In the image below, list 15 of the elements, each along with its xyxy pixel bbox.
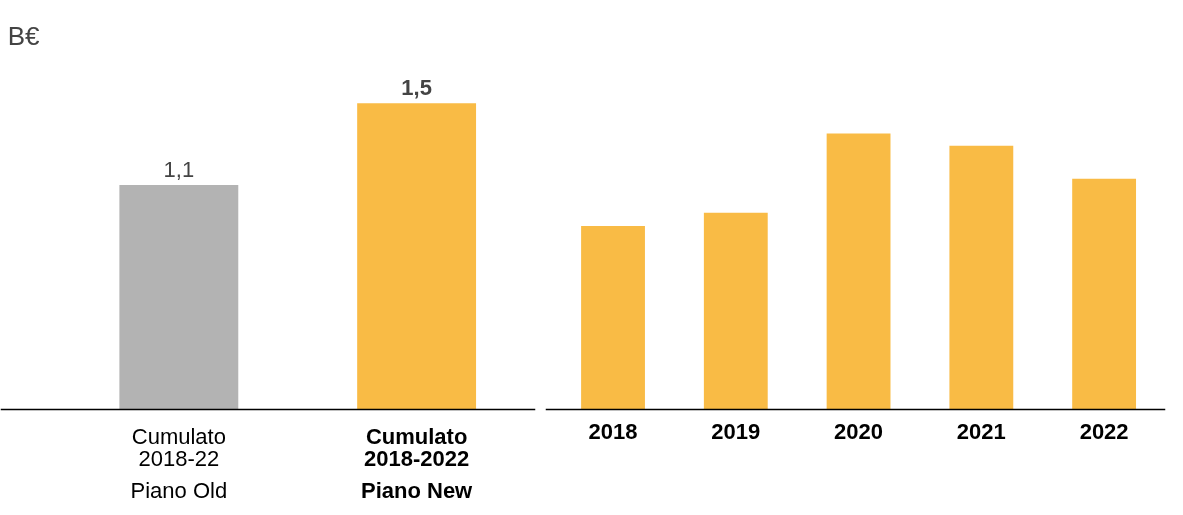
bar (703, 212, 768, 410)
x-tick-label: 2021 (956, 418, 1006, 444)
bar (826, 133, 891, 410)
x-tick-label: 2019 (711, 418, 761, 444)
y-axis-title: B€ (7, 20, 40, 51)
x-tick-label: Cumulato 2018-22 Piano Old (130, 423, 228, 503)
data-label: 1,1 (163, 156, 195, 182)
data-label: 1,5 (401, 75, 432, 101)
x-tick-label: 2018 (588, 418, 638, 444)
x-tick-label: 2022 (1079, 418, 1129, 444)
bar (949, 145, 1014, 410)
x-tick-label: 2020 (834, 418, 884, 444)
x-tick-label: Cumulato 2018-2022 Piano New (360, 423, 474, 503)
bar (581, 226, 645, 410)
bar (1072, 178, 1137, 410)
